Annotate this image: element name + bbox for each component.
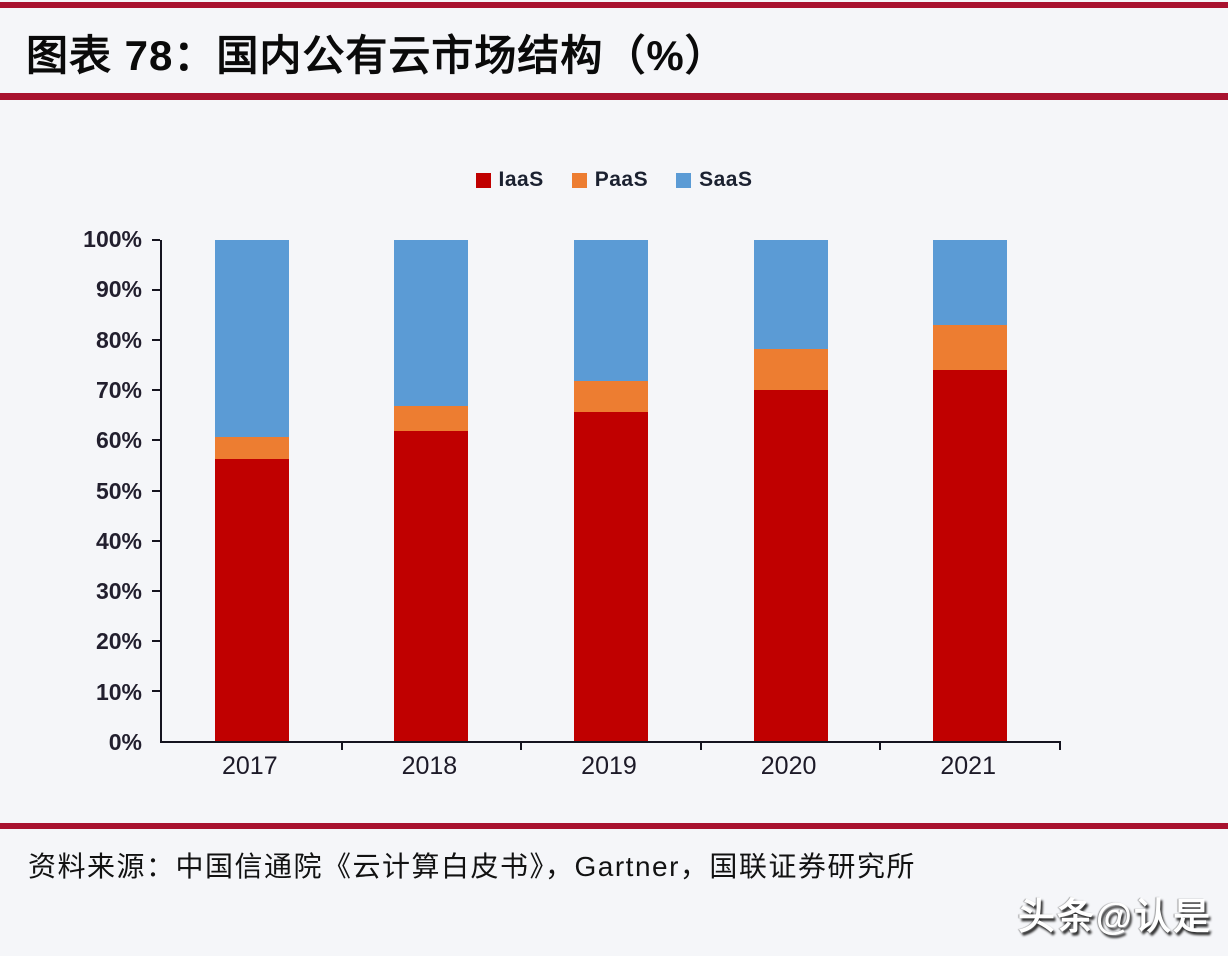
y-axis-label-80: 80% [95, 326, 142, 353]
x-axis-label-2017: 2017 [221, 752, 278, 780]
watermark-text: 头条@认是 [1017, 896, 1212, 937]
y-axis-label-90: 90% [95, 276, 142, 303]
legend-item-saas: SaaS [676, 168, 752, 192]
legend-label-iaas: IaaS [498, 168, 544, 191]
x-axis-label-2021: 2021 [940, 752, 996, 780]
bar-group-2020 [701, 240, 881, 741]
y-tick [152, 689, 160, 692]
bar-segment-saas-2019 [573, 240, 648, 382]
bar-segment-saas-2017 [214, 240, 289, 438]
y-tick [152, 239, 160, 241]
y-tick [152, 489, 160, 492]
bar-segment-iaas-2017 [214, 459, 289, 741]
bar-segment-iaas-2018 [394, 431, 469, 741]
x-axis-labels: 2017 2018 2019 2020 2021 [160, 752, 1058, 788]
x-tick [340, 741, 343, 750]
x-axis-label-2018: 2018 [401, 752, 458, 780]
y-axis-label-30: 30% [95, 578, 142, 605]
legend-item-iaas: IaaS [475, 168, 544, 192]
bar-segment-paas-2019 [573, 381, 648, 412]
bar-segment-paas-2021 [933, 325, 1008, 371]
y-tick [152, 639, 160, 642]
legend-swatch-paas [571, 172, 587, 188]
stacked-bar-2018 [394, 240, 469, 741]
stacked-bar-2017 [214, 240, 289, 741]
footer-red-rule [0, 823, 1228, 829]
bar-group-2017 [162, 240, 342, 741]
top-red-rule [0, 2, 1228, 8]
bar-segment-iaas-2020 [753, 389, 828, 741]
legend-swatch-saas [676, 172, 692, 188]
y-tick [152, 439, 160, 442]
legend-label-paas: PaaS [594, 168, 649, 191]
y-tick [152, 589, 160, 592]
x-tick [520, 741, 523, 750]
y-axis-label-70: 70% [95, 376, 142, 403]
bar-group-2019 [521, 240, 701, 741]
stacked-bar-2019 [573, 240, 648, 741]
y-axis-label-50: 50% [95, 477, 142, 504]
y-axis-labels: 0% 10% 20% 30% 40% 50% 60% 70% 80% 90% 100% [0, 226, 148, 755]
bar-group-2021 [880, 240, 1060, 741]
x-tick [1059, 741, 1061, 750]
y-axis-label-40: 40% [95, 527, 142, 554]
x-axis-label-2020: 2020 [760, 752, 817, 780]
legend-label-saas: SaaS [699, 168, 753, 191]
bar-segment-iaas-2021 [933, 370, 1008, 741]
stacked-bar-2021 [933, 240, 1008, 741]
bar-group-2018 [342, 240, 522, 741]
bar-segment-iaas-2019 [573, 411, 648, 741]
plot-area [152, 239, 1061, 750]
y-axis-label-20: 20% [95, 628, 142, 655]
x-axis-label-2019: 2019 [581, 752, 637, 780]
y-tick [152, 389, 160, 392]
y-tick [152, 339, 160, 342]
bar-segment-saas-2021 [933, 240, 1008, 326]
x-tick [879, 741, 882, 750]
bar-segment-saas-2018 [394, 240, 469, 407]
source-text: 资料来源：中国信通院《云计算白皮书》，Gartner，国联证券研究所 [28, 851, 916, 882]
bar-segment-paas-2017 [214, 437, 289, 460]
y-axis-label-100: 100% [83, 226, 142, 252]
y-axis-label-10: 10% [95, 678, 142, 705]
bar-segment-paas-2020 [753, 349, 828, 390]
x-tick [699, 741, 702, 750]
chart-legend: IaaS PaaS SaaS [0, 168, 1228, 192]
bar-segment-paas-2018 [394, 406, 469, 432]
y-axis-label-60: 60% [95, 427, 142, 454]
y-axis-label-0: 0% [108, 729, 142, 755]
title-red-rule [0, 93, 1228, 100]
legend-item-paas: PaaS [571, 168, 649, 192]
y-tick [152, 539, 160, 542]
legend-swatch-iaas [475, 172, 491, 188]
stacked-bar-2020 [753, 240, 828, 741]
page-title: 图表 78：国内公有云市场结构（%） [26, 32, 728, 79]
bar-segment-saas-2020 [753, 240, 828, 350]
y-tick [152, 289, 160, 292]
